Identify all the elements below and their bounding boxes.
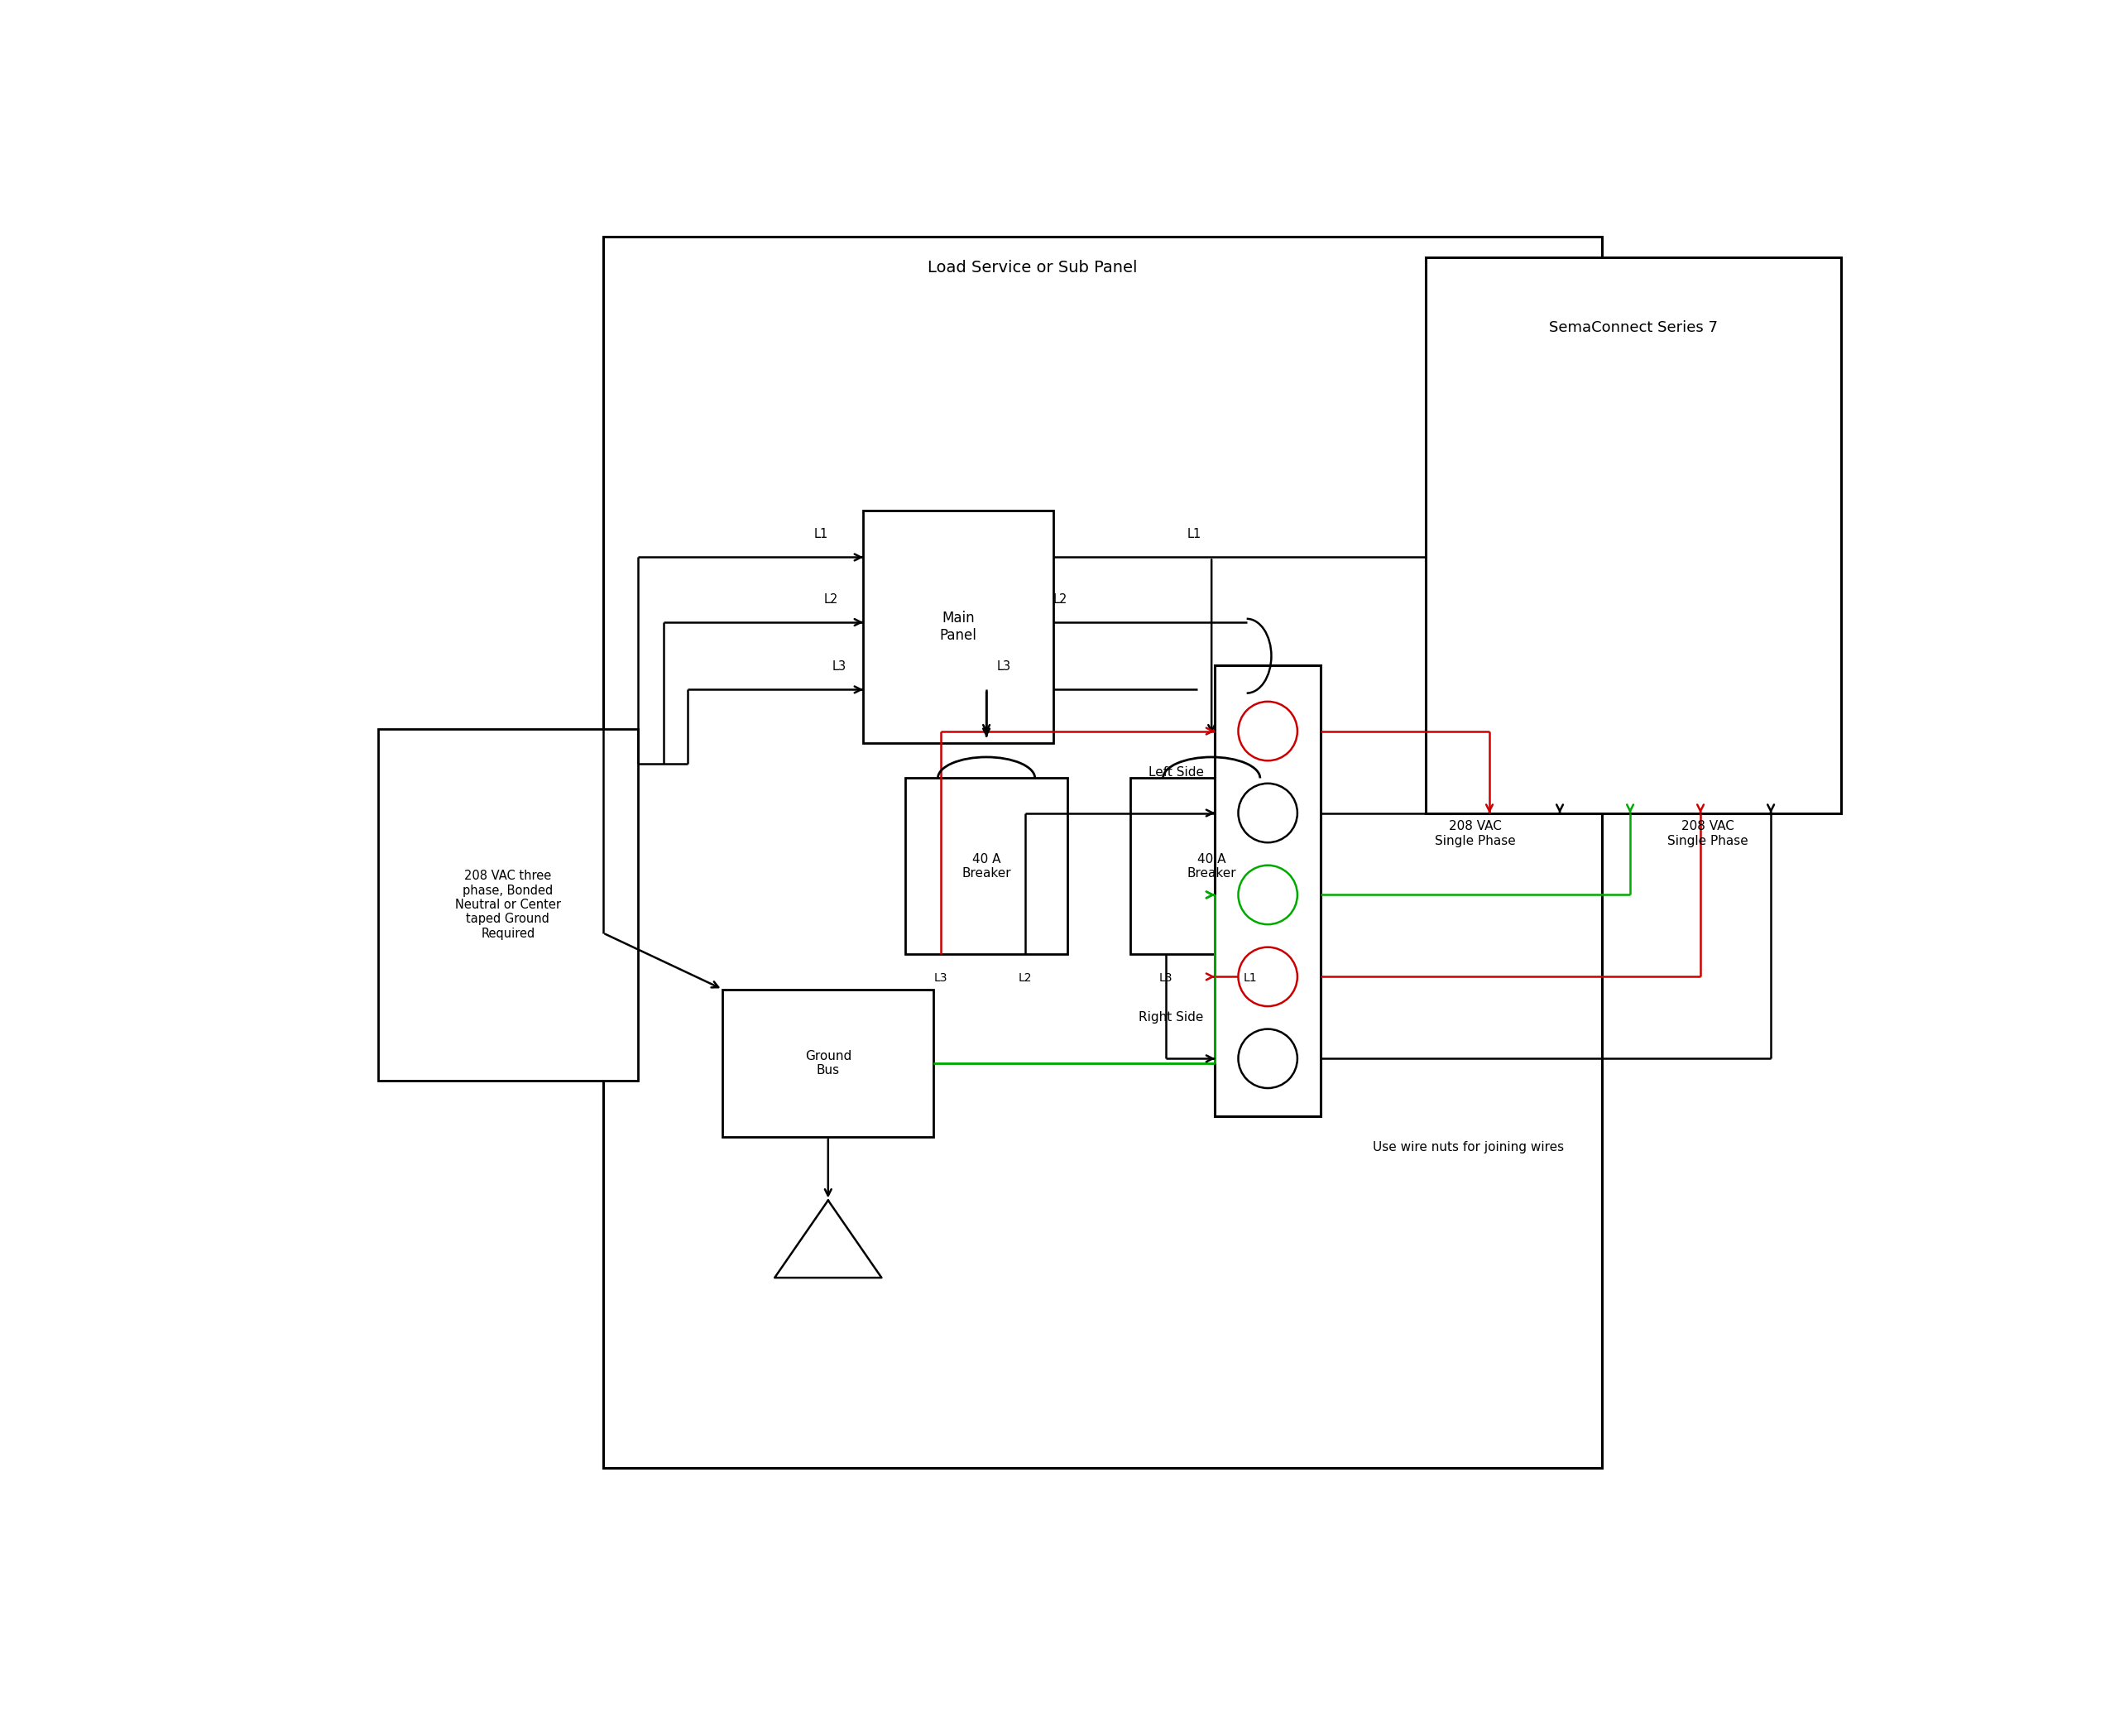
Bar bbox=[1215, 665, 1321, 1116]
Bar bbox=[722, 990, 933, 1137]
Text: L1: L1 bbox=[814, 528, 827, 540]
Text: Main
Panel: Main Panel bbox=[939, 611, 977, 642]
Circle shape bbox=[1239, 783, 1298, 842]
Bar bbox=[603, 236, 1601, 1467]
Text: Load Service or Sub Panel: Load Service or Sub Panel bbox=[926, 260, 1137, 276]
Text: L3: L3 bbox=[1158, 972, 1173, 984]
Text: L2: L2 bbox=[1053, 594, 1068, 606]
Text: SemaConnect Series 7: SemaConnect Series 7 bbox=[1549, 321, 1718, 335]
Circle shape bbox=[1239, 701, 1298, 760]
Bar bbox=[378, 729, 637, 1082]
Bar bbox=[1131, 778, 1293, 955]
Text: 40 A
Breaker: 40 A Breaker bbox=[1186, 852, 1236, 880]
Text: Use wire nuts for joining wires: Use wire nuts for joining wires bbox=[1374, 1141, 1564, 1154]
Circle shape bbox=[1239, 948, 1298, 1007]
Text: 40 A
Breaker: 40 A Breaker bbox=[962, 852, 1011, 880]
Bar bbox=[905, 778, 1068, 955]
Text: Ground
Bus: Ground Bus bbox=[804, 1050, 850, 1076]
Bar bbox=[863, 510, 1053, 743]
Text: L2: L2 bbox=[823, 594, 838, 606]
Bar bbox=[1426, 257, 1842, 814]
Text: 208 VAC
Single Phase: 208 VAC Single Phase bbox=[1667, 821, 1747, 847]
Text: L3: L3 bbox=[996, 660, 1011, 674]
Text: L1: L1 bbox=[1186, 528, 1201, 540]
Text: 208 VAC three
phase, Bonded
Neutral or Center
taped Ground
Required: 208 VAC three phase, Bonded Neutral or C… bbox=[456, 870, 561, 939]
Text: Left Side: Left Side bbox=[1148, 766, 1205, 778]
Circle shape bbox=[1239, 1029, 1298, 1088]
Text: 208 VAC
Single Phase: 208 VAC Single Phase bbox=[1435, 821, 1515, 847]
Text: L2: L2 bbox=[1019, 972, 1032, 984]
Text: Right Side: Right Side bbox=[1139, 1012, 1205, 1024]
Text: L3: L3 bbox=[935, 972, 947, 984]
Text: L3: L3 bbox=[831, 660, 846, 674]
Circle shape bbox=[1239, 865, 1298, 924]
Text: L1: L1 bbox=[1243, 972, 1258, 984]
